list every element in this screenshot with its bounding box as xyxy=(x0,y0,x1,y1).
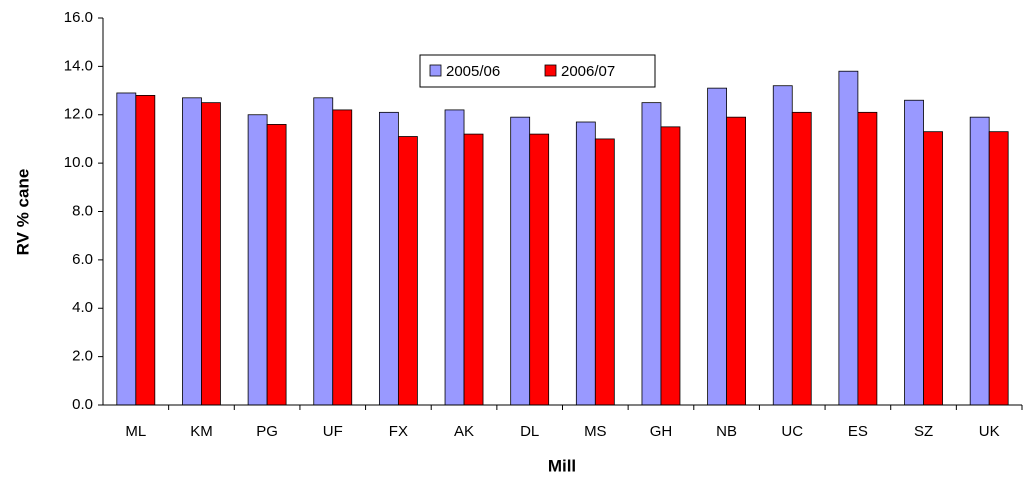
bar xyxy=(660,126,681,406)
y-tick-label: 8.0 xyxy=(72,202,93,219)
y-tick-label: 4.0 xyxy=(72,299,93,316)
y-tick-label: 12.0 xyxy=(64,106,93,123)
x-tick-label: UC xyxy=(781,423,803,440)
x-tick-label: ML xyxy=(125,423,146,440)
x-tick-label: ES xyxy=(848,423,868,440)
legend-label: 2005/06 xyxy=(446,63,500,80)
x-tick-label: NB xyxy=(716,423,737,440)
y-tick-label: 0.0 xyxy=(72,396,93,413)
bar xyxy=(575,121,596,406)
bar xyxy=(510,116,531,406)
legend-box xyxy=(419,54,656,88)
bar xyxy=(444,109,465,406)
legend: 2005/06 2006/07 xyxy=(419,54,656,88)
bar xyxy=(182,97,202,406)
bar xyxy=(923,131,943,406)
y-axis-title: RV % cane xyxy=(13,169,32,256)
y-tick-label: 10.0 xyxy=(64,154,93,171)
legend-swatch xyxy=(429,64,442,77)
bar xyxy=(857,111,878,406)
bar xyxy=(201,102,221,406)
x-tick-label: UF xyxy=(323,423,343,440)
x-tick-label: MS xyxy=(584,423,607,440)
x-tick-label: SZ xyxy=(914,423,933,440)
bar xyxy=(135,95,156,406)
y-tick-label: 16.0 xyxy=(64,9,93,26)
bar xyxy=(397,136,418,406)
legend-swatch xyxy=(544,64,557,77)
x-tick-label: DL xyxy=(520,423,539,440)
bar xyxy=(641,102,662,406)
bar xyxy=(378,111,399,406)
bar xyxy=(791,111,812,406)
x-tick-label: PG xyxy=(256,423,278,440)
x-tick-label: AK xyxy=(454,423,474,440)
bar xyxy=(313,97,334,406)
bar xyxy=(463,133,484,406)
x-tick-label: KM xyxy=(190,423,213,440)
y-tick-label: 14.0 xyxy=(64,57,93,74)
x-tick-label: UK xyxy=(979,423,1000,440)
bar xyxy=(266,124,287,406)
bar xyxy=(904,99,924,406)
x-tick-label: FX xyxy=(389,423,408,440)
y-tick-label: 6.0 xyxy=(72,251,93,268)
bar xyxy=(529,133,550,406)
x-axis-title: Mill xyxy=(548,456,576,475)
legend-label: 2006/07 xyxy=(561,63,615,80)
y-tick-label: 2.0 xyxy=(72,348,93,365)
bar xyxy=(332,109,353,406)
bar xyxy=(969,116,990,406)
x-tick-label: GH xyxy=(650,423,673,440)
bar xyxy=(988,131,1009,406)
bar xyxy=(594,138,615,406)
bar xyxy=(726,116,747,406)
bar xyxy=(247,114,268,406)
bar xyxy=(838,70,859,406)
bar xyxy=(772,85,793,406)
bar xyxy=(707,87,728,406)
bar xyxy=(116,92,137,406)
